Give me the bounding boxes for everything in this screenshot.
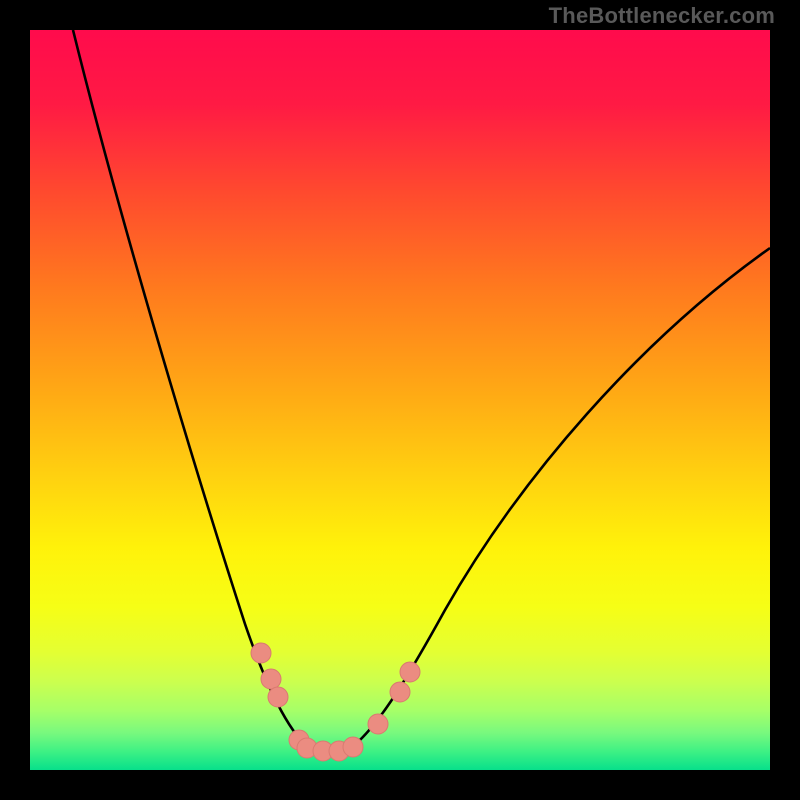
curve-marker xyxy=(368,714,388,734)
curve-marker xyxy=(343,737,363,757)
bottleneck-chart: TheBottlenecker.com xyxy=(0,0,800,800)
curve-marker xyxy=(251,643,271,663)
curve-marker xyxy=(268,687,288,707)
curve-marker xyxy=(400,662,420,682)
curve-marker xyxy=(390,682,410,702)
curve-marker xyxy=(261,669,281,689)
watermark-text: TheBottlenecker.com xyxy=(549,3,775,28)
gradient-background xyxy=(30,30,770,770)
plot-area xyxy=(30,30,770,770)
